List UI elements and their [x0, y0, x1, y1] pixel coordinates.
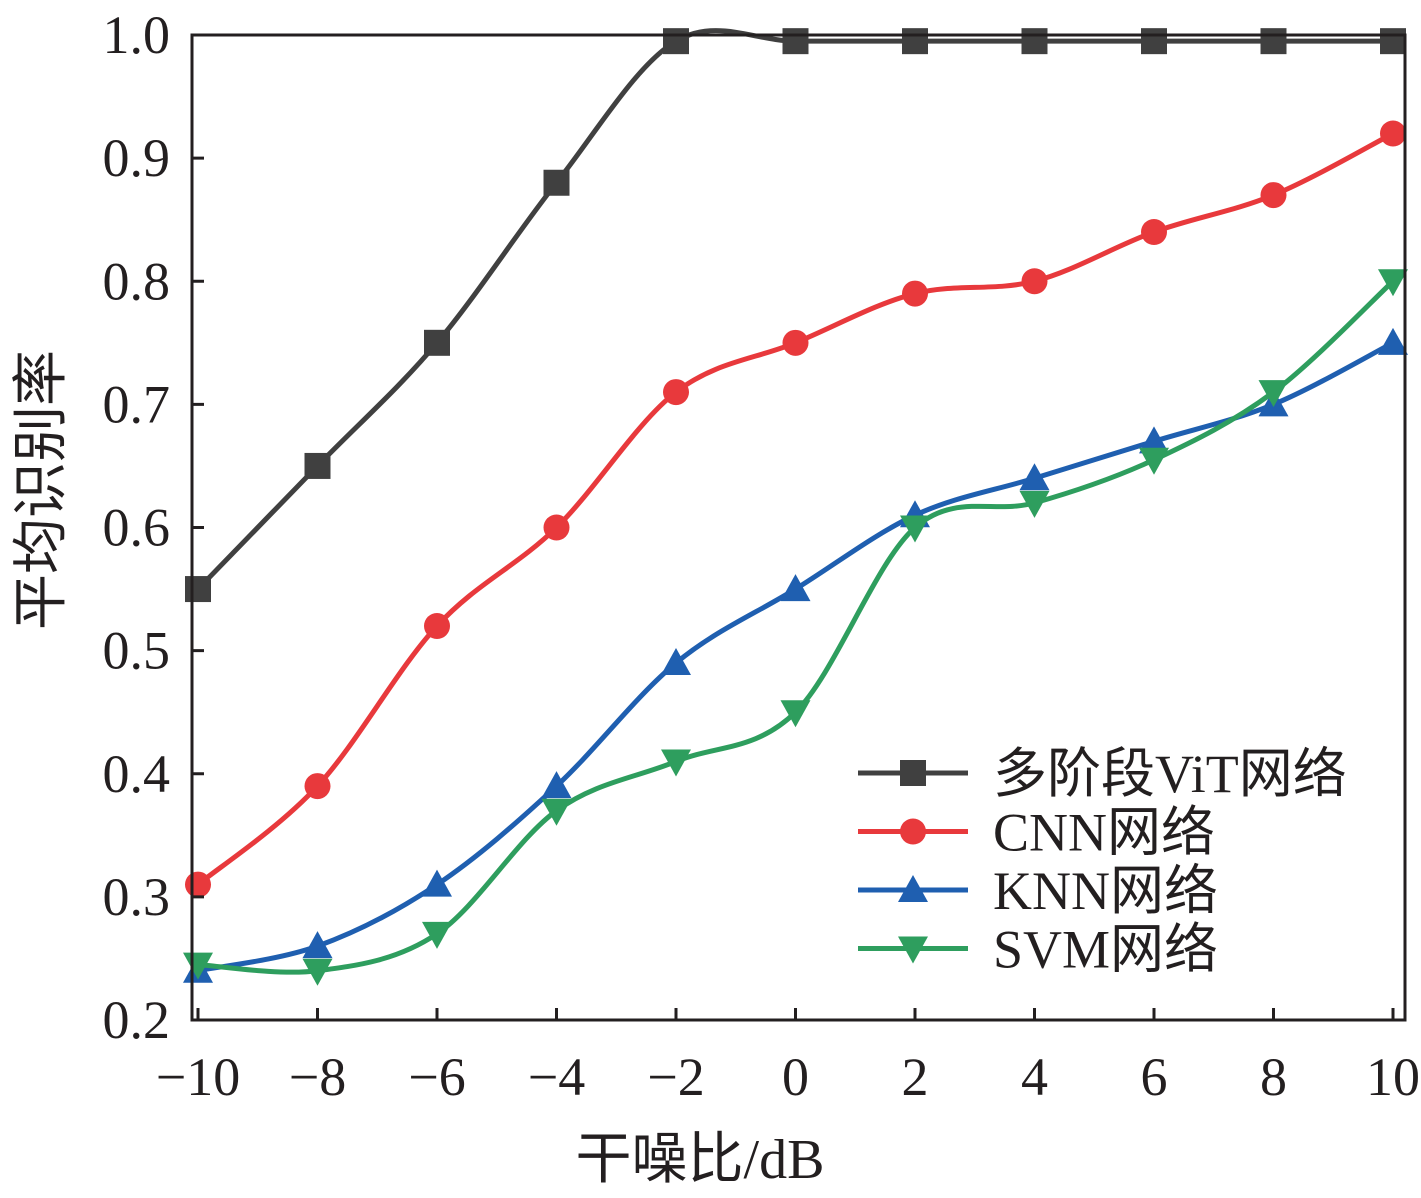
y-tick-label: 1.0 — [103, 5, 171, 65]
data-point — [782, 28, 809, 55]
data-point — [543, 514, 570, 541]
data-point — [1141, 28, 1167, 55]
plot-frame — [190, 33, 1407, 1022]
data-point — [1260, 182, 1287, 209]
data-point — [424, 613, 450, 639]
ticks-layer: −10 −8 −6 −4 −2 0 2 4 6 8 10 0.2 0.3 0.4 0.5 0.6 0.7 0.8 0… — [103, 5, 1421, 1107]
data-point — [185, 576, 211, 603]
series-0 — [185, 28, 1406, 603]
x-tick-label: 10 — [1366, 1047, 1420, 1107]
x-tick-label: −8 — [289, 1047, 346, 1107]
data-point — [1021, 268, 1048, 295]
x-tick-label: −4 — [528, 1047, 585, 1107]
series-line — [196, 131, 1395, 887]
data-point — [902, 28, 928, 55]
y-tick-label: 0.6 — [103, 498, 171, 558]
legend-label: CNN网络 — [993, 803, 1215, 863]
legend-marker — [898, 875, 928, 902]
legend-item: 多阶段ViT网络 — [858, 744, 1347, 804]
data-point — [1380, 120, 1406, 147]
data-point — [661, 749, 691, 777]
data-point — [302, 958, 333, 986]
data-point — [1139, 447, 1169, 475]
y-tick-label: 0.5 — [103, 621, 171, 681]
data-point — [422, 869, 452, 897]
x-tick-label: 0 — [782, 1047, 809, 1107]
data-point — [304, 773, 331, 800]
x-tick-label: 2 — [902, 1047, 929, 1107]
legend-marker — [898, 936, 928, 964]
legend-item: SVM网络 — [858, 920, 1218, 980]
data-point — [780, 700, 811, 728]
series-2 — [183, 327, 1408, 983]
series-3 — [183, 269, 1408, 986]
y-tick-label: 0.2 — [103, 990, 171, 1050]
data-point — [422, 921, 452, 949]
data-point — [780, 574, 811, 602]
data-point — [782, 329, 809, 356]
y-axis-label: 平均识别率 — [11, 350, 73, 630]
data-point — [1139, 426, 1169, 454]
data-point — [304, 452, 331, 479]
data-point — [1378, 327, 1408, 355]
series-1 — [185, 120, 1406, 898]
legend-marker — [900, 818, 926, 845]
legend-label: 多阶段ViT网络 — [993, 744, 1347, 804]
data-point — [185, 871, 211, 898]
data-point — [541, 798, 572, 826]
x-tick-label: 8 — [1260, 1047, 1287, 1107]
legend-marker — [900, 760, 926, 786]
legend-label: KNN网络 — [993, 861, 1218, 921]
x-tick-label: 4 — [1021, 1047, 1048, 1107]
y-tick-label: 0.3 — [103, 867, 171, 927]
y-tick-label: 0.9 — [103, 128, 171, 188]
series-layer — [183, 28, 1408, 986]
data-point — [1021, 28, 1048, 55]
legend-item: CNN网络 — [858, 803, 1215, 863]
data-point — [541, 771, 572, 799]
x-tick-label: −6 — [408, 1047, 465, 1107]
y-tick-label: 0.4 — [103, 744, 171, 804]
data-point — [1260, 28, 1287, 55]
legend-label: SVM网络 — [993, 920, 1218, 980]
series-line — [196, 28, 1393, 591]
data-point — [1258, 380, 1289, 408]
data-point — [302, 931, 333, 959]
data-point — [1019, 463, 1050, 491]
data-point — [900, 515, 930, 543]
data-point — [1019, 490, 1050, 518]
x-axis-label: 干噪比/dB — [576, 1129, 825, 1191]
x-tick-label: −2 — [647, 1047, 704, 1107]
data-point — [661, 647, 691, 675]
data-point — [543, 169, 570, 196]
data-point — [424, 329, 450, 356]
x-tick-label: 6 — [1141, 1047, 1168, 1107]
data-point — [1380, 28, 1406, 55]
data-point — [1141, 219, 1167, 245]
data-point — [902, 280, 928, 307]
legend-item: KNN网络 — [858, 861, 1218, 921]
y-tick-label: 0.7 — [103, 374, 171, 434]
y-tick-label: 0.8 — [103, 251, 171, 311]
data-point — [663, 28, 689, 55]
x-tick-label: −10 — [156, 1047, 240, 1107]
data-point — [1378, 269, 1408, 297]
data-point — [663, 379, 689, 406]
